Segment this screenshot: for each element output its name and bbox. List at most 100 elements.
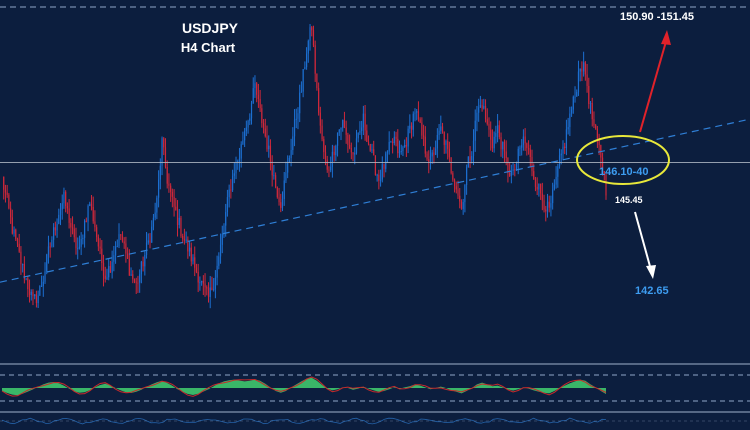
candle-body	[412, 113, 414, 130]
candle-body	[164, 147, 167, 167]
candle-body	[77, 248, 79, 250]
candle-body	[285, 172, 287, 181]
candle-body	[151, 226, 153, 243]
candle-body	[453, 179, 456, 187]
candle-body	[543, 200, 545, 210]
candle-body	[576, 92, 578, 97]
candle-body	[204, 283, 206, 288]
candle-body	[378, 174, 380, 181]
candle-body	[440, 126, 442, 131]
candle-body	[13, 229, 15, 234]
arrow-down-shaft	[634, 211, 652, 271]
uptrend-line	[0, 118, 750, 283]
candle-body	[469, 156, 471, 161]
candle-body	[450, 157, 452, 174]
candle-body	[381, 164, 383, 180]
candle-body	[567, 127, 569, 130]
candle-body	[231, 175, 234, 191]
candle-body	[15, 229, 17, 239]
candle-body	[247, 120, 249, 128]
candle-body	[371, 149, 373, 151]
candle-body	[3, 176, 5, 190]
candle-body	[139, 274, 141, 283]
candle-body	[34, 294, 36, 297]
candle-body	[462, 202, 464, 209]
candle-body	[366, 130, 368, 142]
candle-body	[350, 147, 352, 153]
candle-body	[340, 128, 342, 130]
candle-body	[223, 225, 225, 234]
candle-body	[59, 209, 62, 215]
candle-body	[514, 169, 516, 171]
candle-body	[207, 287, 210, 297]
candle-body	[496, 125, 499, 133]
candle-body	[354, 153, 356, 155]
candle-body	[476, 112, 478, 121]
candle-body	[156, 197, 158, 213]
candle-body	[111, 261, 113, 273]
candle-body	[283, 180, 285, 200]
candle-body	[113, 255, 115, 262]
candle-body	[173, 196, 175, 207]
candle-body	[218, 256, 220, 266]
candle-body	[398, 151, 401, 154]
candle-body	[269, 145, 272, 162]
candle-body	[581, 68, 583, 72]
candle-body	[152, 217, 155, 227]
candle-body	[6, 192, 8, 195]
lower-oscillator-line	[1, 417, 607, 425]
candle-body	[467, 156, 469, 168]
candle-body	[68, 208, 70, 223]
candle-body	[102, 262, 105, 276]
candle-body	[603, 171, 605, 175]
candle-body	[226, 197, 229, 213]
candle-body	[326, 159, 328, 170]
candle-body	[149, 240, 151, 243]
candle-body	[483, 105, 485, 109]
candle-body	[529, 149, 531, 158]
candle-body	[498, 125, 500, 138]
candle-body	[431, 152, 433, 157]
candle-body	[276, 187, 278, 198]
candle-body	[161, 138, 163, 166]
candle-body	[331, 151, 333, 167]
candle-body	[140, 261, 142, 275]
candle-body	[209, 287, 211, 297]
candle-body	[452, 173, 454, 180]
candle-body	[211, 287, 213, 291]
candle-body	[318, 88, 320, 113]
candle-body	[510, 170, 512, 176]
candle-body	[20, 251, 22, 265]
candle-body	[266, 136, 268, 150]
candle-body	[455, 186, 457, 190]
candle-body	[404, 144, 406, 148]
indicator-layer	[1, 376, 607, 397]
candle-body	[300, 91, 303, 93]
candle-body	[307, 40, 309, 54]
candle-body	[502, 141, 504, 150]
candle-body	[536, 186, 538, 190]
candle-body	[280, 202, 282, 208]
candle-body	[175, 206, 177, 211]
candle-body	[555, 176, 557, 185]
candle-body	[521, 145, 523, 148]
candle-body	[157, 179, 160, 198]
candle-body	[479, 105, 481, 108]
candle-body	[116, 246, 118, 248]
candle-body	[557, 166, 559, 177]
candle-body	[374, 155, 377, 175]
candle-body	[144, 254, 146, 267]
candle-body	[414, 112, 416, 114]
candle-body	[349, 144, 351, 148]
candle-body	[281, 199, 284, 208]
candle-body	[407, 128, 409, 147]
candle-body	[328, 169, 330, 171]
candle-body	[522, 136, 525, 146]
candle-body	[188, 247, 191, 252]
candle-body	[466, 167, 468, 185]
candle-body	[421, 122, 423, 136]
candle-body	[101, 248, 103, 263]
candle-body	[170, 185, 172, 192]
